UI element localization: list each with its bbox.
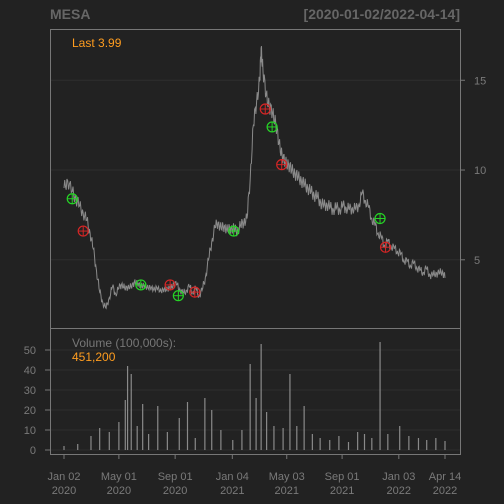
buy-signal-marker (374, 212, 386, 225)
buy-signal-marker (228, 225, 240, 237)
volume-last-value: 451,200 (72, 350, 116, 364)
sell-signal-marker (259, 103, 271, 115)
buy-signal-marker (135, 279, 147, 291)
last-price-label: Last 3.99 (72, 36, 122, 50)
x-tick-label: Jan 04 (216, 471, 249, 483)
buy-signal-marker (66, 193, 78, 205)
price-y-axis: 5 10 15 (460, 75, 486, 267)
x-tick-year: 2022 (387, 485, 411, 497)
volume-y-tick-label: 10 (24, 425, 36, 437)
volume-y-axis: 0 10 20 30 40 50 (24, 345, 50, 457)
sell-signal-marker (164, 279, 176, 291)
sell-signal-marker (77, 225, 89, 237)
volume-y-tick-label: 0 (30, 445, 36, 457)
volume-y-tick-label: 20 (24, 405, 36, 417)
volume-y-tick-label: 40 (24, 365, 36, 377)
price-series-line (63, 45, 446, 310)
x-tick-year: 2020 (107, 485, 131, 497)
x-tick-label: Jan 03 (382, 471, 415, 483)
volume-y-tick-label: 30 (24, 385, 36, 397)
x-tick-year: 2021 (275, 485, 299, 497)
chart-date-range: [2020-01-02/2022-04-14] (304, 6, 460, 22)
volume-bars (63, 342, 446, 450)
buy-signal-marker (172, 290, 184, 302)
x-tick-year: 2021 (330, 485, 354, 497)
x-tick-label: Sep 01 (325, 471, 360, 483)
sell-signal-marker (189, 286, 201, 298)
x-axis: Jan 02 2020 May 01 2020 Sep 01 2020 Jan 04 2021… (47, 454, 461, 497)
x-tick-label: Jan 02 (47, 471, 80, 483)
price-y-tick-label: 10 (474, 165, 486, 177)
chart-symbol: MESA (50, 6, 90, 22)
volume-y-tick-label: 50 (24, 345, 36, 357)
x-tick-label: Sep 01 (158, 471, 193, 483)
buy-signal-marker (266, 121, 278, 133)
x-tick-year: 2020 (52, 485, 76, 497)
x-tick-year: 2022 (433, 485, 457, 497)
x-tick-year: 2021 (220, 485, 244, 497)
x-tick-label: Apr 14 (429, 471, 461, 483)
sell-signal-marker (276, 159, 288, 171)
price-line (63, 45, 446, 310)
price-grid (50, 79, 460, 261)
x-tick-label: May 03 (269, 471, 305, 483)
price-y-tick-label: 5 (474, 255, 480, 267)
x-tick-label: May 01 (101, 471, 137, 483)
price-panel-frame (50, 29, 461, 329)
price-y-tick-label: 15 (474, 75, 486, 87)
volume-label: Volume (100,000s): (72, 336, 176, 350)
signal-markers (66, 103, 392, 302)
sell-signal-marker (379, 241, 392, 253)
x-tick-year: 2020 (163, 485, 187, 497)
